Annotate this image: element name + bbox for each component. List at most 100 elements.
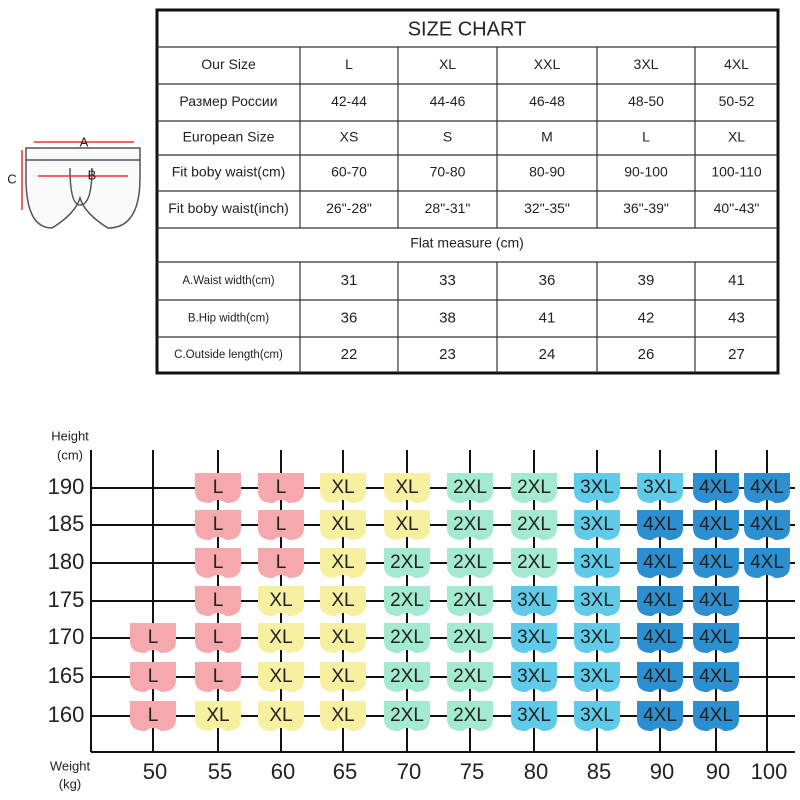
size-label: 3XL: [580, 514, 614, 535]
size-label: 2XL: [517, 514, 551, 535]
size-icon: [320, 473, 366, 503]
size-icon: [511, 586, 557, 616]
size-label: 3XL: [580, 666, 614, 687]
table-cell: 70-80: [430, 164, 466, 180]
row-label: Our Size: [201, 56, 256, 72]
size-icon: [637, 662, 683, 692]
table-cell: 22: [341, 346, 358, 363]
table-cell: 36: [539, 272, 556, 289]
weight-label: 55: [208, 759, 232, 784]
size-icon: [693, 586, 739, 616]
size-label: 4XL: [643, 514, 677, 535]
size-label: 2XL: [390, 552, 424, 573]
size-label: L: [276, 477, 287, 498]
diagram-label: A: [80, 134, 89, 149]
size-icon: [511, 510, 557, 540]
row-label: Fit boby waist(inch): [168, 200, 289, 216]
table-cell: XL: [728, 129, 745, 145]
size-icon: [258, 701, 304, 731]
size-icon: [195, 548, 241, 578]
size-label: 2XL: [453, 477, 487, 498]
size-icon: [258, 662, 304, 692]
size-label: 3XL: [517, 705, 551, 726]
size-label: 3XL: [517, 627, 551, 648]
size-label: XL: [206, 705, 229, 726]
size-label: 2XL: [390, 666, 424, 687]
size-icon: [130, 623, 176, 653]
size-label: 4XL: [699, 666, 733, 687]
table-cell: 32"-35": [524, 200, 570, 216]
size-icon: [511, 623, 557, 653]
size-label: XL: [331, 514, 354, 535]
table-cell: 90-100: [624, 164, 668, 180]
table-cell: L: [345, 56, 353, 72]
size-icon: [258, 623, 304, 653]
size-icon: [744, 473, 790, 503]
height-label: 175: [48, 587, 85, 612]
axis-label: (cm): [57, 447, 83, 462]
weight-label: 65: [333, 759, 357, 784]
size-icon: [195, 623, 241, 653]
table-cell: 60-70: [331, 164, 367, 180]
table-cell: 40"-43": [714, 200, 760, 216]
size-icon: [744, 510, 790, 540]
size-label: L: [213, 627, 224, 648]
size-icon: [195, 701, 241, 731]
size-icon: [574, 473, 620, 503]
size-icon: [384, 510, 430, 540]
size-label: 2XL: [453, 627, 487, 648]
size-icon: [320, 510, 366, 540]
table-cell: 48-50: [628, 93, 664, 109]
table-cell: 36"-39": [623, 200, 669, 216]
section-title: Flat measure (cm): [410, 235, 524, 251]
size-icon: [130, 662, 176, 692]
size-icon: [447, 510, 493, 540]
size-label: 3XL: [517, 666, 551, 687]
size-label: 4XL: [699, 477, 733, 498]
table-cell: 33: [439, 272, 456, 289]
axis-label: Weight: [50, 758, 91, 773]
size-label: XL: [331, 590, 354, 611]
table-cell: 80-90: [529, 164, 565, 180]
row-label: B.Hip width(cm): [188, 313, 269, 325]
size-label: 4XL: [699, 552, 733, 573]
size-label: XL: [395, 514, 418, 535]
table-cell: L: [642, 129, 650, 145]
size-label: 4XL: [750, 477, 784, 498]
table-cell: 100-110: [711, 164, 762, 180]
height-label: 160: [48, 702, 85, 727]
axis-label: Height: [51, 428, 89, 443]
table-cell: S: [443, 129, 452, 145]
size-icon: [320, 662, 366, 692]
table-cell: 43: [728, 309, 745, 326]
size-label: 4XL: [643, 627, 677, 648]
size-icon: [511, 662, 557, 692]
size-label: 4XL: [699, 705, 733, 726]
size-label: XL: [269, 590, 292, 611]
brief-diagram: [21, 141, 141, 229]
table-cell: 4XL: [724, 56, 749, 72]
size-label: L: [213, 590, 224, 611]
table-cell: XS: [340, 129, 359, 145]
size-icon: [693, 662, 739, 692]
size-icon: [574, 586, 620, 616]
size-grid: Height (cm) Weight (kg) 190 185 180 175 170 165 16…: [48, 428, 795, 791]
size-label: XL: [331, 477, 354, 498]
size-label: 3XL: [517, 590, 551, 611]
weight-label: 90: [650, 759, 674, 784]
size-label: 4XL: [699, 514, 733, 535]
size-label: XL: [269, 627, 292, 648]
diagram-label: B: [88, 167, 97, 182]
diagram-label: C: [7, 171, 16, 186]
size-icon: [693, 548, 739, 578]
size-icon: [637, 510, 683, 540]
table-cell: 38: [439, 309, 456, 326]
size-label: 2XL: [453, 552, 487, 573]
table-cell: 23: [439, 346, 456, 363]
table-cell: 44-46: [430, 93, 466, 109]
row-label: Размер России: [179, 93, 277, 109]
size-label: 3XL: [643, 477, 677, 498]
size-icon: [511, 701, 557, 731]
table-cell: 42: [638, 309, 655, 326]
weight-label: 85: [587, 759, 611, 784]
